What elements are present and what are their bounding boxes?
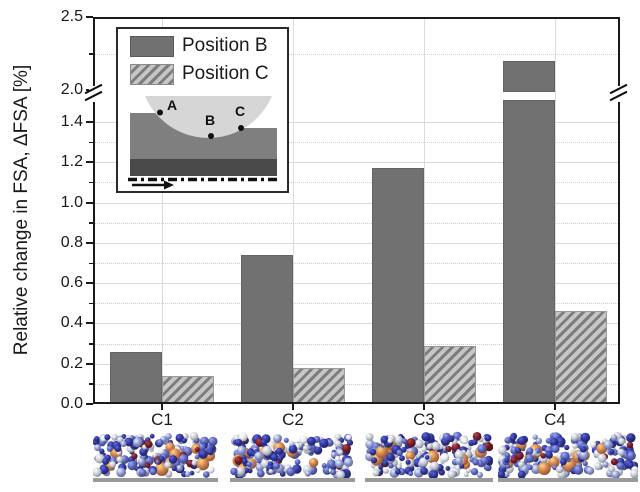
y-tick-label-0.4: 0.4 bbox=[60, 314, 83, 332]
gridline-major-1.2 bbox=[93, 162, 620, 164]
snapshot-C2 bbox=[230, 432, 355, 482]
y-tick-1.4 bbox=[86, 121, 93, 123]
y-tick-0 bbox=[86, 403, 93, 405]
snapshot-C3 bbox=[365, 431, 493, 482]
gridline-major-0.6 bbox=[93, 283, 620, 285]
gridline-minor-1.3 bbox=[93, 142, 620, 144]
point-a-label: A bbox=[167, 97, 177, 113]
snapshot-C1 bbox=[93, 432, 218, 482]
y-minor-tick-0.5 bbox=[89, 302, 93, 305]
y-tick-0.2 bbox=[86, 362, 93, 365]
y-tick-label-2.5: 2.5 bbox=[60, 8, 83, 25]
bar-positionB-C2 bbox=[241, 254, 293, 404]
legend-swatch-position-c bbox=[130, 63, 174, 85]
bar-positionC-C3 bbox=[424, 345, 476, 404]
vertical-gridline-C4 bbox=[555, 17, 556, 404]
gridline-major-0.2 bbox=[93, 363, 620, 365]
bar-positionB-C4-upper bbox=[503, 60, 555, 92]
legend-row-position-c: Position C bbox=[118, 62, 287, 86]
y-tick-label-1.4: 1.4 bbox=[60, 113, 83, 130]
gridline-major-0.8 bbox=[93, 242, 620, 244]
contact-diagram: A B C bbox=[128, 96, 279, 190]
snapshot-base-strip bbox=[230, 478, 355, 482]
point-b-label: B bbox=[205, 112, 215, 128]
y-tick-label-1.2: 1.2 bbox=[60, 153, 83, 171]
snapshot-base-strip bbox=[365, 478, 493, 482]
y-tick-label-0.8: 0.8 bbox=[60, 233, 83, 251]
x-category-label-C4: C4 bbox=[544, 410, 566, 429]
x-category-label-C1: C1 bbox=[151, 410, 173, 429]
point-a-dot bbox=[157, 109, 163, 116]
vertical-gridline-C2 bbox=[293, 17, 294, 404]
y-tick-1.2 bbox=[86, 161, 93, 164]
y-minor-tick-0.1 bbox=[89, 383, 93, 385]
gridline-major-0.4 bbox=[93, 323, 620, 325]
gridline-minor-0.9 bbox=[93, 222, 620, 224]
gridline-minor-0.7 bbox=[93, 263, 620, 264]
gridline-major-1.4 bbox=[93, 122, 620, 123]
legend-row-position-b: Position B bbox=[118, 34, 287, 58]
legend-label-position-c: Position C bbox=[182, 63, 269, 84]
y-tick-label-0: 0.0 bbox=[60, 395, 83, 412]
bar-positionB-C3 bbox=[372, 168, 424, 404]
x-category-label-C3: C3 bbox=[413, 410, 435, 429]
y-tick-label-0.6: 0.6 bbox=[60, 274, 83, 292]
y-tick-0.8 bbox=[86, 241, 93, 244]
gridline-minor-0.3 bbox=[93, 343, 620, 345]
y-tick-0.4 bbox=[86, 322, 93, 325]
y-minor-tick-0.3 bbox=[89, 343, 93, 345]
gridline-major-1 bbox=[93, 202, 620, 204]
y-minor-tick-2.25 bbox=[89, 53, 93, 55]
vertical-gridline-C1 bbox=[162, 17, 163, 404]
gridline-minor-2.25 bbox=[93, 53, 620, 55]
point-b-dot bbox=[208, 133, 214, 139]
y-minor-tick-1.1 bbox=[89, 181, 93, 184]
bar-positionB-C4-lower bbox=[503, 100, 555, 404]
axis-break-gap-right bbox=[614, 86, 624, 102]
legend-swatch-position-b bbox=[130, 35, 174, 57]
y-tick-label-2: 2.0 bbox=[60, 81, 83, 98]
x-tick-C2 bbox=[292, 404, 294, 410]
vertical-gridline-C3 bbox=[424, 17, 425, 404]
y-tick-label-0.2: 0.2 bbox=[60, 354, 83, 372]
gridline-minor-1.1 bbox=[93, 182, 620, 184]
legend-label-position-b: Position B bbox=[182, 35, 268, 56]
legend-inset-box: Position B Position C A B C bbox=[116, 27, 289, 193]
y-tick-0.6 bbox=[86, 282, 93, 285]
x-tick-C1 bbox=[161, 404, 163, 410]
point-c-label: C bbox=[235, 103, 245, 119]
snapshot-C4 bbox=[498, 431, 638, 482]
snapshot-base-strip bbox=[498, 478, 638, 482]
y-tick-2.5 bbox=[86, 16, 93, 18]
x-tick-C3 bbox=[423, 404, 425, 410]
plot-frame bbox=[93, 17, 620, 404]
y-axis-title: Relative change in FSA, ΔFSA [%] bbox=[11, 64, 32, 356]
point-c-dot bbox=[238, 125, 244, 131]
y-minor-tick-1.3 bbox=[89, 141, 93, 144]
gridline-minor-0.1 bbox=[93, 383, 620, 385]
axis-break-gap-left bbox=[89, 86, 99, 102]
y-tick-1 bbox=[86, 201, 93, 204]
y-tick-label-1: 1.0 bbox=[60, 193, 83, 211]
snapshot-base-strip bbox=[93, 478, 218, 482]
x-tick-C4 bbox=[554, 404, 556, 410]
base-block bbox=[130, 159, 277, 176]
y-minor-tick-0.7 bbox=[89, 262, 93, 264]
gridline-minor-0.5 bbox=[93, 303, 620, 305]
x-category-label-C2: C2 bbox=[282, 410, 304, 429]
sliding-arrow-head bbox=[164, 180, 174, 190]
y-minor-tick-0.9 bbox=[89, 222, 93, 224]
bar-positionC-C1 bbox=[162, 375, 214, 404]
